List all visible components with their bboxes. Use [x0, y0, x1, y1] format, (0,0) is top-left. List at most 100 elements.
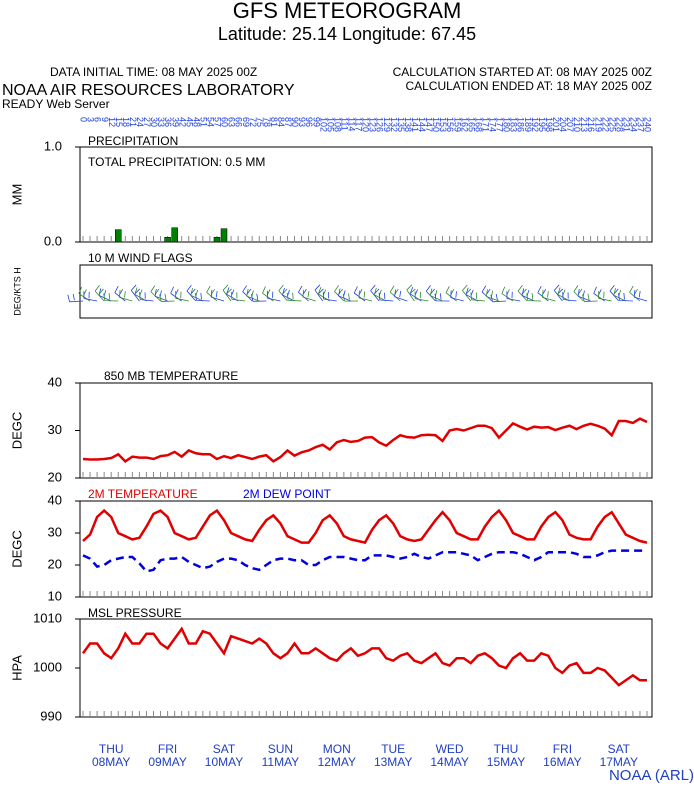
hour-label: 159 [452, 117, 462, 132]
hour-label: 174 [488, 117, 498, 132]
wind-barb [119, 290, 133, 302]
wind-barb [210, 289, 225, 302]
hour-label: 18 [121, 117, 131, 127]
hour-label: 69 [241, 117, 251, 127]
hour-label: 210 [572, 117, 582, 132]
precip-bar [213, 237, 221, 243]
y-tick-label: 20 [48, 556, 62, 571]
init-time: DATA INITIAL TIME: 08 MAY 2025 00Z [50, 65, 257, 79]
hour-label: 51 [198, 117, 208, 127]
wind-barb [633, 289, 648, 302]
hour-label: 90 [290, 117, 300, 127]
wind-barb [262, 286, 274, 302]
hour-label: 111 [339, 117, 349, 131]
hour-label: 135 [396, 117, 406, 132]
day-name: THU [99, 742, 124, 756]
day-date: 15MAY [487, 755, 525, 769]
y-tick-label: 30 [48, 422, 62, 437]
calc-started: CALCULATION STARTED AT: 08 MAY 2025 00Z [393, 65, 652, 79]
hour-label: 237 [636, 117, 646, 132]
hour-label: 93 [297, 117, 307, 127]
day-date: 13MAY [374, 755, 412, 769]
hour-label: 195 [537, 117, 547, 132]
hour-label: 114 [347, 117, 357, 131]
panel-title: 10 M WIND FLAGS [88, 251, 193, 265]
hour-label: 234 [629, 117, 639, 132]
hour-label: 63 [227, 117, 237, 127]
hour-label: 180 [502, 117, 512, 132]
wind-barb [286, 292, 302, 302]
hour-label: 6 [93, 117, 103, 122]
hour-label: 207 [565, 117, 575, 132]
wind-barb [598, 291, 612, 302]
hour-label: 213 [579, 117, 589, 132]
y-tick-label: 1.0 [44, 138, 62, 153]
hour-label: 228 [614, 117, 624, 132]
y-axis-label: HPA [9, 655, 24, 681]
hour-label: 120 [361, 117, 371, 132]
hour-label: 144 [417, 117, 427, 132]
precip-bar [171, 227, 178, 243]
line [81, 626, 647, 687]
wind-barb [629, 285, 641, 302]
y-tick-label: 1000 [33, 659, 62, 674]
hour-label: 156 [445, 117, 455, 132]
hour-label: 150 [431, 117, 441, 132]
hour-label: 81 [269, 117, 279, 127]
hour-label: 12 [107, 117, 117, 127]
hour-label: 24 [135, 117, 145, 127]
hour-label: 57 [213, 117, 223, 127]
legend-entry: 2M DEW POINT [243, 487, 332, 501]
hour-label: 171 [480, 117, 490, 132]
wind-barb [434, 293, 450, 302]
panel-title: PRECIPITATION [88, 134, 178, 148]
day-date: 12MAY [318, 755, 356, 769]
wind-barb [322, 291, 337, 302]
wind-barb [186, 284, 197, 302]
wind-barb [537, 286, 549, 302]
day-name: SUN [268, 742, 293, 756]
y-tick-label: 990 [40, 708, 62, 723]
wind-barb [222, 284, 232, 302]
title: GFS METEOROGRAM [233, 0, 462, 23]
wind-barb [618, 292, 633, 302]
wind-barb [470, 292, 485, 302]
y-tick-label: 20 [48, 469, 62, 484]
y-tick-label: 1010 [33, 610, 62, 625]
hour-label: 60 [220, 117, 230, 127]
hour-label: 99 [311, 117, 321, 127]
hour-label: 129 [382, 117, 392, 132]
wind-barb [246, 288, 260, 302]
hour-label: 186 [516, 117, 526, 132]
day-name: FRI [158, 742, 177, 756]
panel-frame [79, 264, 653, 319]
panel-frame [79, 382, 653, 479]
hour-label: 123 [368, 117, 378, 132]
wind-barb [506, 291, 521, 302]
wind-barb [370, 284, 380, 302]
hour-label: 15 [114, 117, 124, 127]
hour-label: 48 [191, 117, 201, 127]
wind-barb [542, 290, 556, 302]
hour-label: 165 [466, 117, 476, 132]
hour-label: 117 [354, 117, 364, 131]
hour-label: 138 [403, 117, 413, 132]
hour-label: 21 [128, 117, 138, 127]
hour-label: 78 [262, 117, 272, 127]
wind-barb [394, 289, 408, 302]
wind-barb [175, 291, 189, 302]
wind-barb [103, 293, 119, 302]
hour-label: 33 [156, 117, 166, 127]
hour-label: 222 [600, 117, 610, 132]
y-axis-label: MM [9, 184, 24, 206]
day-name: SAT [608, 742, 631, 756]
wind-barb [526, 293, 542, 302]
wind-barb [159, 293, 175, 302]
calc-ended: CALCULATION ENDED AT: 18 MAY 2025 00Z [405, 79, 652, 93]
wind-barb [490, 293, 507, 303]
hour-label: 54 [206, 117, 216, 127]
hour-label: 177 [495, 117, 505, 132]
line [82, 549, 647, 573]
y-axis-label: DEG/KTS H [12, 267, 22, 316]
